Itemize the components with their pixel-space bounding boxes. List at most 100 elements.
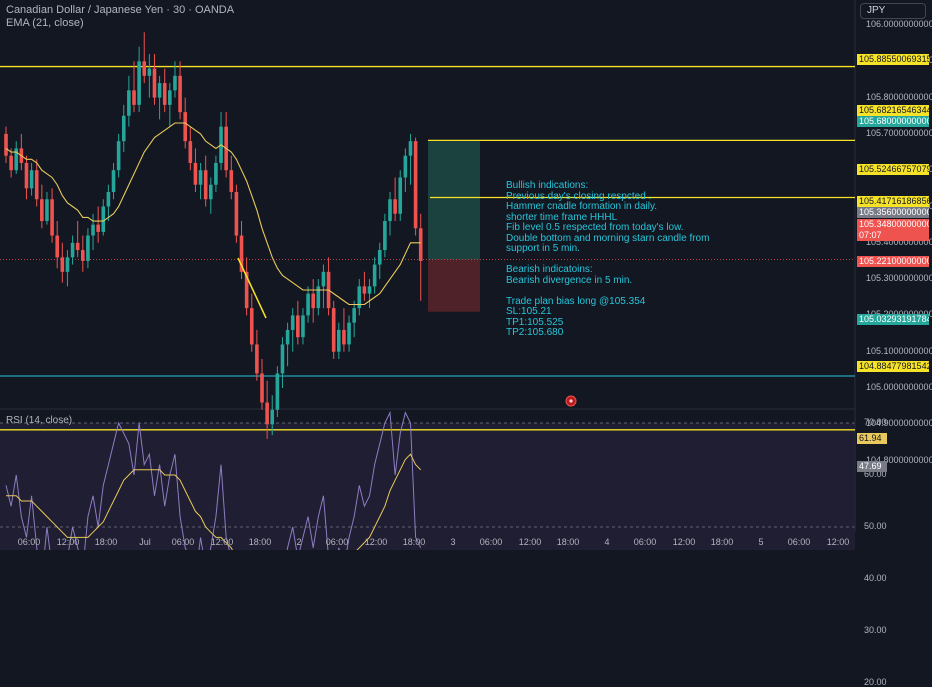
time-tick-label: 3 <box>450 537 456 547</box>
candle-body <box>347 322 351 345</box>
rsi-tick-label: 70.00 <box>864 417 887 427</box>
rsi-tick-label: 30.00 <box>864 625 887 635</box>
price-tag: 105.52466757079 <box>857 164 929 175</box>
loss-zone <box>428 259 480 312</box>
currency-button[interactable]: JPY <box>860 3 926 19</box>
candle-body <box>45 199 49 222</box>
note-line: TP1:105.525 <box>506 316 564 328</box>
rsi-legend: RSI (14, close) <box>6 415 73 426</box>
candle-body <box>173 75 177 91</box>
candle-body <box>157 83 162 98</box>
candle-body <box>9 155 13 171</box>
candle-body <box>50 199 54 236</box>
time-tick-label: 4 <box>604 537 610 547</box>
price-tick-label: 105.40000000000 <box>866 236 932 247</box>
time-tick-label: 12:00 <box>364 537 388 547</box>
candle-body <box>137 61 141 105</box>
time-tick-label: 12:00 <box>672 537 696 547</box>
candle-body <box>342 329 346 345</box>
candle-body <box>70 242 75 258</box>
time-tick-label: 06:00 <box>787 537 811 547</box>
candle-body <box>321 271 326 287</box>
ema-line <box>5 122 421 306</box>
price-tag: 105.68216546344 <box>857 105 929 116</box>
candle-body <box>96 224 100 232</box>
candle-body <box>337 329 341 352</box>
candle-body <box>14 148 19 171</box>
candle-body <box>34 170 39 200</box>
candle-body <box>152 68 157 98</box>
candle-body <box>4 133 8 156</box>
candle-body <box>383 221 387 251</box>
candle-body <box>408 141 413 156</box>
candle-body <box>40 199 44 222</box>
time-tick-label: 12:00 <box>826 537 850 547</box>
candle-body <box>209 184 213 200</box>
chart-canvas[interactable] <box>0 0 932 550</box>
candle-body <box>111 170 116 192</box>
time-tick-label: 12:00 <box>210 537 234 547</box>
candle-body <box>188 141 193 163</box>
candle-body <box>81 250 85 261</box>
candle-body <box>352 308 356 323</box>
price-tag: 104.88477981542 <box>857 361 929 372</box>
candle-body <box>229 170 234 192</box>
candle-body <box>239 235 244 272</box>
candle-body <box>142 61 147 76</box>
note-line: Previous day's closing respcted . <box>506 190 652 202</box>
note-line: Double bottom and morning starn candle f… <box>506 232 710 244</box>
time-tick-label: 12:00 <box>518 537 542 547</box>
alert-marker-dot <box>569 399 573 403</box>
candle-body <box>362 286 367 294</box>
candle-body <box>393 199 397 214</box>
candle-body <box>275 373 280 410</box>
price-tag: 105.68000000000 <box>857 116 929 127</box>
time-tick-label: 06:00 <box>171 537 195 547</box>
time-tick-label: 06:00 <box>479 537 503 547</box>
rsi-tick-label: 60.00 <box>864 469 887 479</box>
candle-body <box>24 162 29 189</box>
time-tick-label: Jul <box>139 537 151 547</box>
time-tick-label: 18:00 <box>710 537 734 547</box>
price-tick-label: 105.00000000000 <box>866 382 932 392</box>
price-tick-label: 106.00000000000 <box>866 19 932 29</box>
symbol-title: Canadian Dollar / Japanese Yen · 30 · OA… <box>6 4 235 16</box>
candle-body <box>311 293 315 309</box>
candle-body <box>316 286 321 309</box>
candle-body <box>55 235 59 258</box>
time-tick-label: 5 <box>758 537 764 547</box>
candle-body <box>285 329 290 345</box>
candle-body <box>372 264 377 287</box>
candle-body <box>388 199 392 222</box>
candle-body <box>367 286 372 294</box>
candle-body <box>255 344 259 374</box>
price-tick-label: 104.80000000000 <box>866 454 932 465</box>
time-tick-label: 18:00 <box>556 537 580 547</box>
candle-body <box>265 402 269 425</box>
ema-legend: EMA (21, close) <box>6 17 84 29</box>
time-tick-label: 12:00 <box>56 537 80 547</box>
candle-body <box>403 155 408 178</box>
time-tick-label: 06:00 <box>325 537 349 547</box>
candle-body <box>377 250 382 265</box>
candle-body <box>121 115 126 142</box>
candle-body <box>418 228 423 261</box>
rsi-value-tag: 47.69 <box>857 461 887 472</box>
price-tick-label: 105.30000000000 <box>866 273 932 284</box>
candle-body <box>290 315 295 330</box>
note-line: Hammer cnadle formation in daily. <box>506 201 657 212</box>
candle-body <box>91 224 95 236</box>
candle-body <box>296 315 300 338</box>
candle-body <box>116 141 121 171</box>
candle-body <box>244 271 249 309</box>
price-tag: 105.22100000000 <box>857 256 929 267</box>
candle-body <box>398 177 403 214</box>
candle-body <box>331 308 336 352</box>
note-line: Fib level 0.5 respected from today's low… <box>506 222 684 233</box>
candle-body <box>193 162 198 185</box>
price-tag: 105.35600000000 <box>857 207 929 218</box>
candle-body <box>183 112 187 142</box>
price-tick-label: 105.80000000000 <box>866 91 932 102</box>
candle-body <box>162 83 167 105</box>
time-tick-label: 18:00 <box>248 537 272 547</box>
